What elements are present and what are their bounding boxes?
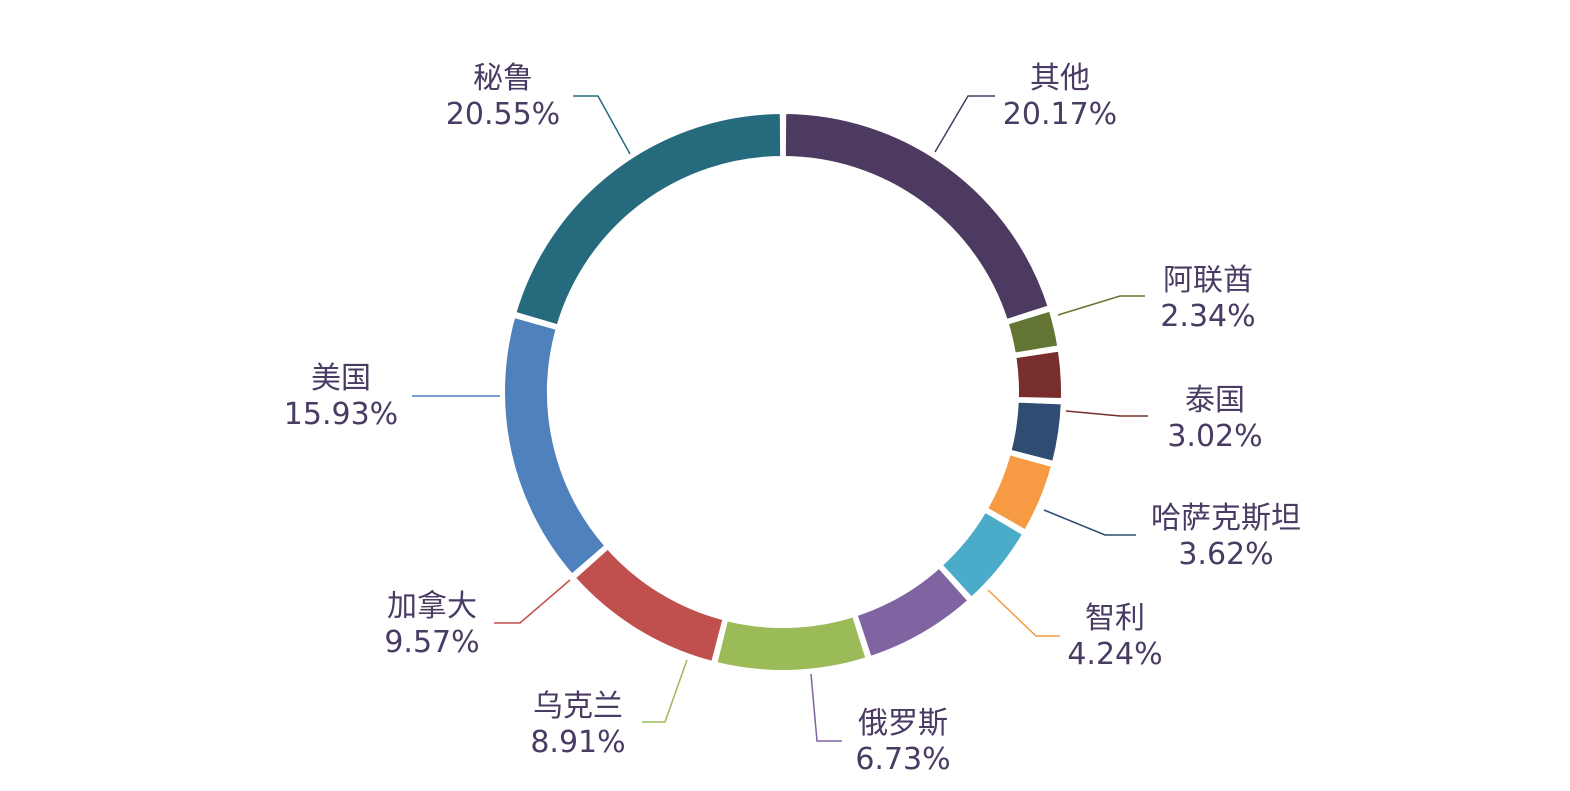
- slice-label-name-10: 美国: [311, 361, 371, 396]
- donut-slice-3: [1014, 349, 1063, 401]
- donut-slice-9: [573, 547, 725, 664]
- leader-line-5: [987, 589, 1060, 637]
- slice-label-percent-9: 9.57%: [384, 625, 479, 660]
- donut-slice-1: [783, 112, 1050, 322]
- slice-label-percent-1: 20.17%: [1003, 97, 1117, 132]
- slice-label-percent-2: 2.34%: [1160, 299, 1255, 334]
- slice-label-name-9: 加拿大: [387, 589, 477, 624]
- leader-line-3: [1065, 410, 1148, 417]
- slice-label-name-1: 其他: [1030, 61, 1090, 96]
- leader-line-1: [934, 95, 995, 153]
- slice-label-name-2: 阿联酋: [1163, 263, 1253, 298]
- slice-label-name-5: 智利: [1085, 601, 1145, 636]
- leader-line-8: [642, 659, 688, 723]
- slice-label-name-8: 乌克兰: [533, 689, 623, 724]
- leader-line-4: [1043, 509, 1136, 536]
- slice-label-percent-7: 6.73%: [855, 742, 950, 777]
- slice-label-name-11: 秘鲁: [473, 61, 533, 96]
- slice-label-percent-8: 8.91%: [530, 725, 625, 760]
- donut-slice-5: [985, 453, 1054, 532]
- slices-layer: [503, 112, 1063, 672]
- donut-slice-8: [715, 615, 868, 672]
- leader-line-9: [494, 579, 571, 624]
- donut-slice-11: [514, 112, 783, 327]
- leader-lines-layer: [412, 95, 1148, 742]
- leader-line-7: [810, 673, 842, 742]
- slice-label-percent-3: 3.02%: [1167, 419, 1262, 454]
- leader-line-2: [1057, 295, 1145, 316]
- slice-label-name-3: 泰国: [1185, 383, 1245, 418]
- slice-label-name-4: 哈萨克斯坦: [1151, 501, 1301, 536]
- donut-slice-6: [940, 510, 1025, 600]
- donut-slice-2: [1006, 309, 1060, 355]
- slice-label-name-7: 俄罗斯: [858, 706, 948, 741]
- slice-label-percent-10: 15.93%: [284, 397, 398, 432]
- leader-line-11: [573, 95, 631, 155]
- donut-slice-7: [855, 566, 970, 659]
- donut-slice-4: [1009, 400, 1063, 463]
- slice-label-percent-5: 4.24%: [1067, 637, 1162, 672]
- slice-label-percent-4: 3.62%: [1178, 537, 1273, 572]
- donut-slice-10: [503, 315, 607, 576]
- slice-label-percent-11: 20.55%: [446, 97, 560, 132]
